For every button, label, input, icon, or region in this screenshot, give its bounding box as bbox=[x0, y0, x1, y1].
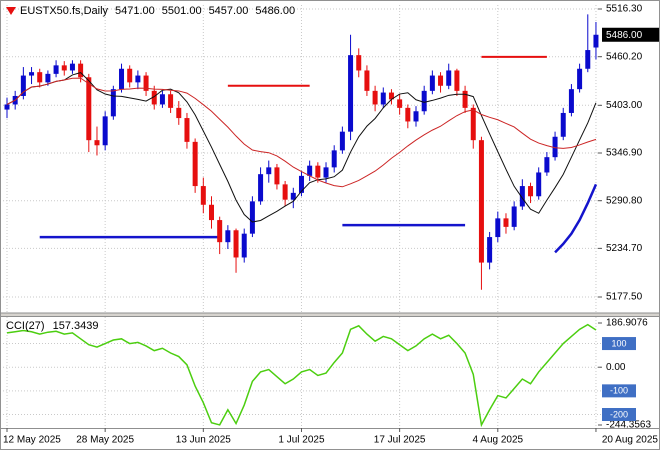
time-axis-label: 17 Jul 2025 bbox=[374, 435, 426, 446]
time-axis: 12 May 2025 28 May 2025 13 Jun 2025 1 Jul 2… bbox=[3, 428, 658, 446]
time-axis-label: 4 Aug 2025 bbox=[472, 435, 523, 446]
time-axis-label: 28 May 2025 bbox=[76, 435, 134, 446]
current-price-label: 5486.00 bbox=[606, 30, 643, 41]
price-axis-label: 5177.50 bbox=[606, 292, 643, 303]
price-axis-label: 5346.90 bbox=[606, 148, 643, 159]
symbol-period-label: EUSTX50.fs,Daily bbox=[20, 5, 109, 17]
close-value: 5486.00 bbox=[255, 5, 296, 17]
high-value: 5501.00 bbox=[161, 5, 202, 17]
cci-line bbox=[6, 323, 597, 428]
time-axis-label: 1 Jul 2025 bbox=[278, 435, 325, 446]
current-price-badge bbox=[602, 27, 659, 42]
time-axis-label: 12 May 2025 bbox=[3, 435, 61, 446]
cci-axis-label: 0.00 bbox=[606, 362, 626, 373]
low-value: 5457.00 bbox=[208, 5, 249, 17]
price-axis-label: 5234.70 bbox=[606, 243, 643, 254]
cci-level-badge-label: 100 bbox=[611, 338, 626, 348]
cci-header: CCI(27) 157.3439 bbox=[6, 320, 98, 332]
chart-header: EUSTX50.fs,Daily 5471.00 5501.00 5457.00… bbox=[6, 5, 295, 17]
trend-stop-line bbox=[554, 183, 598, 254]
cci-axis-label: 186.9076 bbox=[606, 318, 648, 329]
cci-current-value: 157.3439 bbox=[52, 320, 99, 332]
cci-level-badge-label: -200 bbox=[610, 409, 628, 419]
cci-level-badge bbox=[602, 384, 636, 398]
open-value: 5471.00 bbox=[115, 5, 155, 17]
panel-separator[interactable] bbox=[1, 313, 660, 316]
gridlines bbox=[3, 5, 601, 428]
cci-indicator-label: CCI(27) bbox=[6, 320, 45, 332]
price-axis: 5516.30 5460.20 5403.00 5346.90 5290.80 5234.… bbox=[598, 4, 643, 303]
ma-fast-line bbox=[6, 72, 597, 223]
cci-level-badge-label: -100 bbox=[610, 386, 628, 396]
price-axis-label: 5290.80 bbox=[606, 195, 643, 206]
time-axis-label: 20 Aug 2025 bbox=[602, 435, 659, 446]
price-axis-label: 5403.00 bbox=[606, 100, 643, 111]
time-axis-label: 13 Jun 2025 bbox=[176, 435, 231, 446]
price-axis-label: 5460.20 bbox=[606, 51, 643, 62]
cci-axis: 186.9076 0.00 -244.3563 100 -100 -200 bbox=[598, 318, 651, 431]
cci-axis-label: -244.3563 bbox=[606, 420, 651, 431]
cci-level-badge bbox=[602, 337, 636, 351]
ma-slow-line bbox=[6, 77, 597, 188]
symbol-marker-icon bbox=[6, 7, 16, 15]
price-axis-label: 5516.30 bbox=[606, 4, 643, 15]
cci-level-badge bbox=[602, 408, 636, 422]
